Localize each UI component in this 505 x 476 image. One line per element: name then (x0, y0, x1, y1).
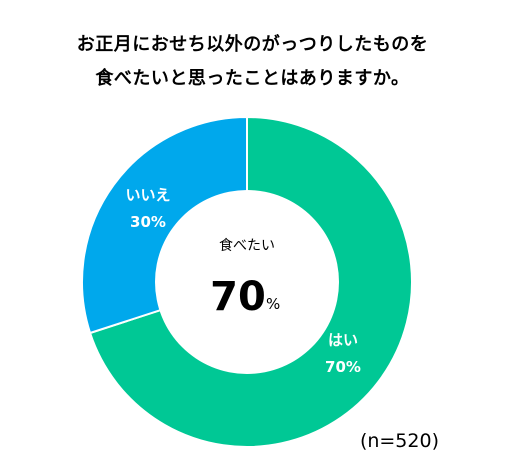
center-value: 70 (210, 274, 266, 320)
slice-value-no: 30% (130, 213, 166, 231)
chart-title-line-1: お正月におせち以外のがっつりしたものを (76, 34, 429, 55)
slice-label-yes: はい (328, 331, 358, 349)
sample-size-note: (n=520) (359, 430, 439, 452)
center-label: 食べたい (219, 237, 275, 254)
center-unit: % (266, 295, 280, 313)
donut-hole (155, 190, 339, 374)
slice-label-no: いいえ (125, 186, 170, 204)
chart-title-line-2: 食べたいと思ったことはありますか。 (95, 68, 410, 89)
slice-value-yes: 70% (325, 358, 361, 376)
